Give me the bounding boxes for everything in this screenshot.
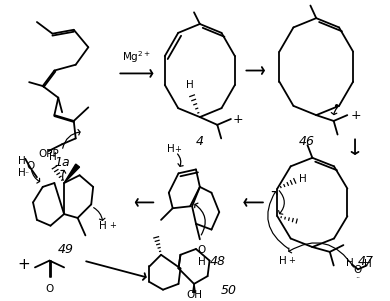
Text: +: + bbox=[233, 113, 243, 126]
Text: 4: 4 bbox=[196, 135, 204, 147]
Text: ··: ·· bbox=[24, 169, 30, 178]
Text: H: H bbox=[18, 168, 25, 178]
Text: O: O bbox=[26, 160, 34, 171]
Text: H: H bbox=[49, 152, 56, 162]
Text: •: • bbox=[332, 101, 340, 114]
Text: O: O bbox=[354, 265, 362, 275]
Text: H: H bbox=[364, 259, 372, 269]
Text: 1a: 1a bbox=[54, 156, 70, 169]
Text: O: O bbox=[198, 245, 206, 255]
Text: 50: 50 bbox=[221, 284, 237, 297]
Text: H: H bbox=[346, 258, 354, 268]
Text: +: + bbox=[288, 256, 295, 265]
Polygon shape bbox=[191, 284, 197, 301]
Text: H: H bbox=[18, 156, 25, 166]
Text: +: + bbox=[174, 144, 181, 154]
Text: H: H bbox=[279, 256, 287, 266]
Text: OPP: OPP bbox=[38, 149, 59, 159]
Text: H: H bbox=[299, 174, 307, 184]
Text: H: H bbox=[198, 257, 206, 267]
Text: O: O bbox=[45, 284, 54, 294]
Text: +: + bbox=[110, 221, 117, 230]
Text: 47: 47 bbox=[358, 255, 374, 268]
Text: +: + bbox=[17, 257, 30, 272]
Text: 48: 48 bbox=[209, 255, 225, 268]
Text: H: H bbox=[167, 144, 175, 154]
Text: 46: 46 bbox=[298, 135, 314, 147]
Text: H: H bbox=[186, 80, 194, 90]
Text: +: + bbox=[350, 109, 361, 122]
Text: ··: ·· bbox=[355, 274, 361, 283]
Text: H: H bbox=[99, 221, 107, 231]
Polygon shape bbox=[64, 164, 80, 183]
Text: Mg$^{2+}$: Mg$^{2+}$ bbox=[122, 49, 151, 65]
Text: OH: OH bbox=[186, 290, 202, 300]
Text: 49: 49 bbox=[58, 243, 74, 256]
